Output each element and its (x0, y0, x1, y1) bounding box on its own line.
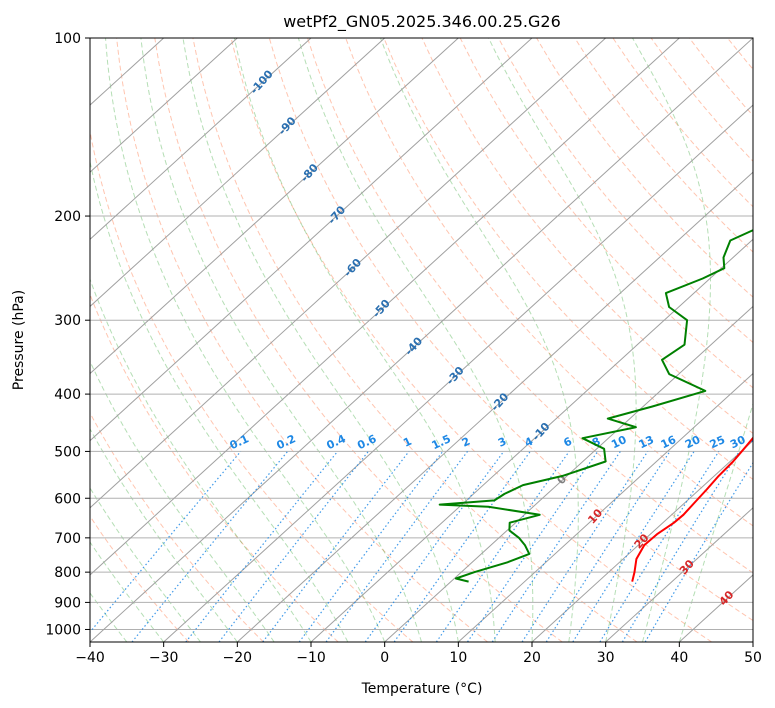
mixing-ratio-label: 10 (609, 433, 629, 451)
mixing-ratio-line (491, 451, 621, 642)
isotherm-gridline (310, 238, 753, 642)
moist-adiabat (182, 38, 459, 642)
y-tick-label: 100 (54, 31, 81, 47)
dry-adiabat (268, 38, 753, 622)
dry-adiabat (154, 38, 563, 642)
x-tick-label: −10 (296, 650, 326, 666)
mixing-ratio-line (131, 451, 289, 642)
isotherm-gridline (90, 38, 607, 509)
isotherm-gridline (531, 439, 753, 642)
mixing-ratio-label: 16 (659, 433, 679, 451)
y-tick-label: 400 (54, 387, 81, 403)
isotherm-gridline (457, 372, 753, 642)
mixing-ratio-line (262, 451, 410, 642)
moist-adiabat (380, 38, 579, 642)
moist-adiabat (678, 402, 753, 642)
mixing-ratio-line (90, 451, 242, 633)
mixing-ratio-label: 13 (637, 433, 656, 451)
isotherm-gridline (384, 305, 753, 642)
mixing-ratio-line (393, 451, 531, 642)
isotherm-gridline (236, 171, 753, 642)
moist-adiabat (90, 427, 238, 642)
mixing-ratio-line (545, 451, 671, 642)
mixing-ratio-line (599, 451, 720, 642)
dry-adiabat (116, 38, 488, 642)
x-axis-label: Temperature (°C) (361, 681, 483, 697)
mixing-ratio-label: 36 (749, 433, 769, 451)
x-tick-label: 20 (523, 650, 541, 666)
mixing-ratio-line (572, 451, 695, 642)
plot-frame (89, 37, 754, 643)
axes: −40 −30 −20 −10 0 10 20 30 40 50 100 200 300 400 500 60… (45, 31, 762, 666)
x-tick-label: −40 (75, 650, 105, 666)
dewpoint-profile-line (438, 229, 753, 583)
plot-area: 0.10.20.40.611.52346810131620253036-100-… (90, 38, 769, 642)
isotherm-gridline (163, 104, 753, 642)
isotherm-gridline (90, 38, 459, 375)
y-tick-label: 900 (54, 595, 81, 611)
dry-adiabat (90, 411, 264, 642)
mixing-ratio-line (466, 451, 599, 642)
y-tick-label: 200 (54, 209, 81, 225)
x-tick-label: 30 (597, 650, 615, 666)
y-tick-label: 800 (54, 565, 81, 581)
moist-adiabat (488, 38, 637, 642)
mixing-ratio-line (521, 451, 649, 642)
chart-title: wetPf2_GN05.2025.346.00.25.G26 (283, 12, 561, 32)
isotherm-gridline (90, 38, 312, 241)
moist-adiabat (632, 38, 711, 642)
x-tick-label: 10 (449, 650, 467, 666)
y-axis-label: Pressure (hPa) (11, 290, 27, 390)
moist-adiabat (90, 592, 128, 642)
mixing-ratio-line (298, 451, 444, 642)
temperature-profile-line (631, 436, 753, 582)
moist-adiabat (140, 38, 422, 642)
x-tick-label: 50 (744, 650, 762, 666)
y-tick-label: 600 (54, 491, 81, 507)
x-tick-label: 40 (670, 650, 688, 666)
isotherm-gridline (90, 38, 238, 173)
isotherm-gridline (90, 38, 753, 642)
y-tick-label: 700 (54, 531, 81, 547)
mixing-ratio-label: 25 (708, 433, 727, 451)
dry-adiabat (421, 38, 753, 435)
mixing-ratio-line (325, 451, 468, 642)
mixing-ratio-label: 30 (728, 433, 748, 451)
mixing-ratio-line (364, 451, 505, 642)
x-tick-label: −30 (149, 650, 179, 666)
isotherm-gridline (90, 38, 680, 576)
moist-adiabat (90, 159, 349, 642)
x-tick-label: −20 (223, 650, 253, 666)
mixing-ratio-line (435, 451, 570, 642)
y-tick-label: 500 (54, 444, 81, 460)
mixing-ratio-line (621, 451, 740, 642)
moist-adiabat (233, 38, 496, 642)
isotherm-gridline (90, 38, 533, 442)
isotherm-gridline (90, 38, 386, 308)
dry-adiabat (192, 38, 638, 642)
y-tick-label: 300 (54, 313, 81, 329)
dry-adiabat (497, 38, 753, 344)
mixing-ratio-line (185, 451, 339, 642)
isotherm-gridline (605, 507, 753, 642)
y-tick-label: 1000 (45, 622, 81, 638)
mixing-ratio-label: 20 (683, 433, 703, 451)
x-tick-label: 0 (380, 650, 389, 666)
moist-adiabat (90, 360, 275, 642)
dry-adiabat (307, 38, 753, 574)
